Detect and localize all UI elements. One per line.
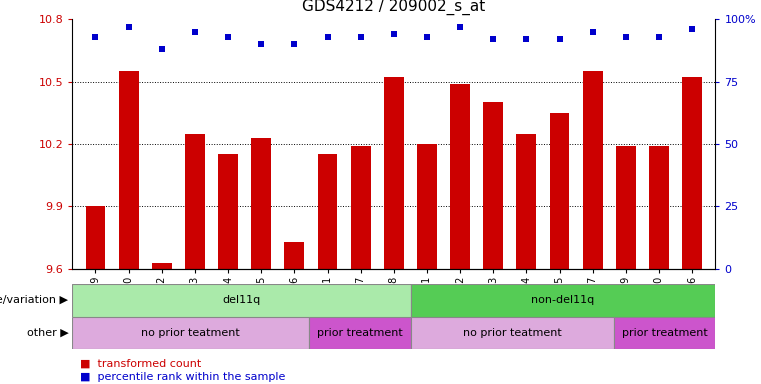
- Text: other ▶: other ▶: [27, 328, 68, 338]
- Text: no prior teatment: no prior teatment: [142, 328, 240, 338]
- Bar: [616, 146, 635, 269]
- Title: GDS4212 / 209002_s_at: GDS4212 / 209002_s_at: [302, 0, 486, 15]
- Point: [189, 29, 201, 35]
- Bar: [483, 103, 503, 269]
- Point: [421, 34, 433, 40]
- Text: ■  transformed count: ■ transformed count: [80, 359, 201, 369]
- Text: genotype/variation ▶: genotype/variation ▶: [0, 295, 68, 306]
- Point: [553, 36, 565, 42]
- Bar: [583, 71, 603, 269]
- Point: [686, 26, 699, 32]
- Text: prior treatment: prior treatment: [622, 328, 708, 338]
- Text: non-del11q: non-del11q: [531, 295, 594, 306]
- Point: [619, 34, 632, 40]
- Point: [355, 34, 367, 40]
- Bar: [317, 154, 337, 269]
- Point: [222, 34, 234, 40]
- Bar: [218, 154, 238, 269]
- Bar: [451, 84, 470, 269]
- Bar: [351, 146, 371, 269]
- Bar: [417, 144, 437, 269]
- Bar: [85, 206, 106, 269]
- Bar: [309, 317, 411, 349]
- Bar: [119, 71, 139, 269]
- Bar: [72, 284, 411, 317]
- Bar: [384, 78, 404, 269]
- Bar: [549, 113, 569, 269]
- Point: [321, 34, 333, 40]
- Bar: [72, 317, 309, 349]
- Point: [653, 34, 665, 40]
- Bar: [185, 134, 205, 269]
- Bar: [285, 242, 304, 269]
- Bar: [411, 284, 715, 317]
- Bar: [411, 317, 614, 349]
- Point: [288, 41, 301, 47]
- Bar: [649, 146, 669, 269]
- Text: no prior teatment: no prior teatment: [463, 328, 562, 338]
- Text: del11q: del11q: [222, 295, 260, 306]
- Text: ■  percentile rank within the sample: ■ percentile rank within the sample: [80, 372, 285, 382]
- Point: [454, 24, 466, 30]
- Point: [255, 41, 267, 47]
- Point: [487, 36, 499, 42]
- Bar: [251, 138, 271, 269]
- Bar: [152, 263, 172, 269]
- Point: [89, 34, 101, 40]
- Bar: [614, 317, 715, 349]
- Point: [123, 24, 135, 30]
- Bar: [682, 78, 702, 269]
- Point: [156, 46, 168, 52]
- Text: prior treatment: prior treatment: [317, 328, 403, 338]
- Bar: [517, 134, 537, 269]
- Point: [521, 36, 533, 42]
- Point: [387, 31, 400, 37]
- Point: [587, 29, 599, 35]
